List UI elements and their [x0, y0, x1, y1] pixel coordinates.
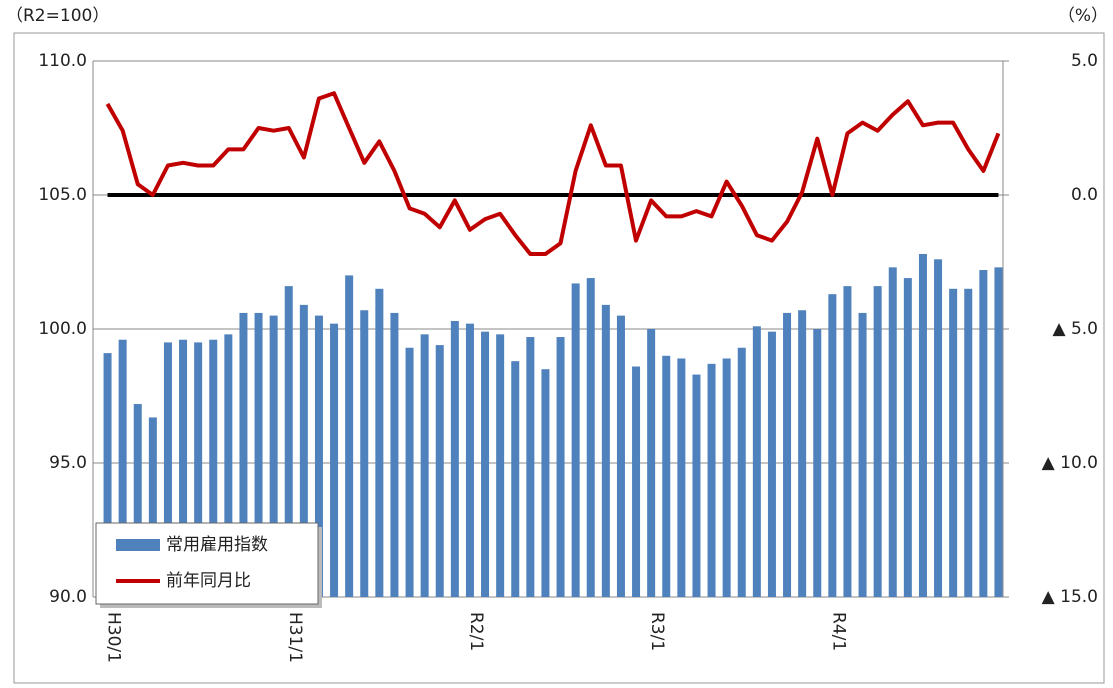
bar: [858, 312, 867, 597]
bar: [571, 283, 580, 597]
bar: [752, 326, 761, 597]
legend-swatch: [116, 539, 160, 551]
bar: [163, 342, 172, 597]
bar: [888, 267, 897, 597]
y-tick-label: 90.0: [49, 587, 87, 607]
bar: [662, 355, 671, 597]
bar: [586, 278, 595, 597]
line: [105, 91, 1001, 256]
bar: [103, 353, 112, 597]
bar: [541, 369, 550, 597]
x-tick-label: H31/1: [285, 612, 305, 663]
bar: [979, 270, 988, 597]
bar: [616, 315, 625, 597]
legend: [95, 522, 319, 605]
y-tick-label: 100.0: [38, 319, 87, 339]
legend-label: 常用雇用指数: [166, 535, 268, 555]
y-unit-label: （R2=100）: [6, 6, 109, 26]
bar: [118, 339, 127, 597]
bar: [405, 347, 414, 597]
bar: [813, 329, 822, 597]
bar: [194, 342, 203, 597]
bar: [390, 312, 399, 597]
bar: [964, 288, 973, 597]
bar: [496, 334, 505, 597]
legend-label: 前年同月比: [166, 571, 251, 591]
y-tick-label: 105.0: [38, 185, 87, 205]
bar: [209, 339, 218, 597]
bar: [148, 417, 157, 597]
bar: [767, 331, 776, 597]
x-tick-label: R2/1: [466, 612, 486, 651]
y2-tick-label: ▲ 5.0: [1052, 319, 1098, 339]
bar: [269, 315, 278, 597]
bar: [435, 345, 444, 597]
bar: [647, 329, 656, 597]
bar: [873, 286, 882, 597]
bar: [420, 334, 429, 597]
bar: [949, 288, 958, 597]
bar: [284, 286, 293, 597]
bar: [783, 312, 792, 597]
bar: [843, 286, 852, 597]
bar: [798, 310, 807, 597]
bar: [360, 310, 369, 597]
y-tick-label: 95.0: [49, 453, 87, 473]
bar: [481, 331, 490, 597]
bar: [314, 315, 323, 597]
bar: [345, 275, 354, 597]
y2-unit-label: （%）: [1058, 6, 1108, 26]
x-tick-label: R4/1: [828, 612, 848, 651]
bar: [133, 404, 142, 597]
y2-tick-label: 0.0: [1071, 185, 1098, 205]
bar: [707, 363, 716, 597]
bar: [737, 347, 746, 597]
bar: [677, 358, 686, 597]
bar: [903, 278, 912, 597]
bar: [465, 323, 474, 597]
bar: [224, 334, 233, 597]
y2-tick-label: ▲ 10.0: [1042, 453, 1098, 473]
y-tick-label: 110.0: [38, 51, 87, 71]
bar: [254, 312, 263, 597]
bar: [239, 312, 248, 597]
bar: [632, 366, 641, 597]
x-tick-label: H30/1: [104, 612, 124, 663]
bar: [601, 304, 610, 597]
bar: [722, 358, 731, 597]
bar: [299, 304, 308, 597]
bar: [330, 323, 339, 597]
bar: [828, 294, 837, 597]
bar: [526, 337, 535, 597]
x-tick-label: R3/1: [647, 612, 667, 651]
bar: [692, 374, 701, 597]
bar: [179, 339, 188, 597]
bar: [918, 253, 927, 597]
bar: [556, 337, 565, 597]
bar: [934, 259, 943, 597]
bar: [994, 267, 1003, 597]
bar: [375, 288, 384, 597]
y2-tick-label: 5.0: [1071, 51, 1098, 71]
bar: [450, 320, 459, 597]
y2-tick-label: ▲ 15.0: [1042, 587, 1098, 607]
bar: [511, 361, 520, 597]
